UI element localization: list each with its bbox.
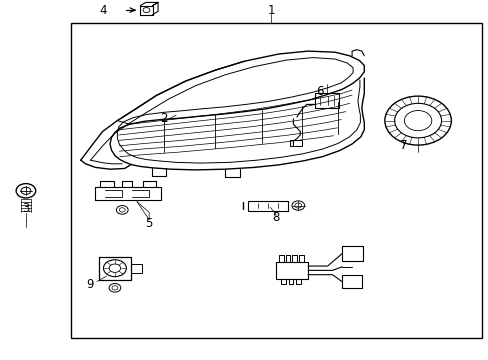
Text: 7: 7: [399, 139, 407, 152]
Text: 4: 4: [99, 4, 106, 17]
Text: 2: 2: [160, 112, 167, 125]
Text: 3: 3: [21, 202, 29, 215]
Text: 5: 5: [145, 217, 153, 230]
Text: 6: 6: [316, 85, 324, 98]
Text: 1: 1: [267, 4, 275, 17]
Text: 9: 9: [86, 278, 94, 291]
Text: 8: 8: [272, 211, 280, 224]
Bar: [71, 23, 481, 338]
